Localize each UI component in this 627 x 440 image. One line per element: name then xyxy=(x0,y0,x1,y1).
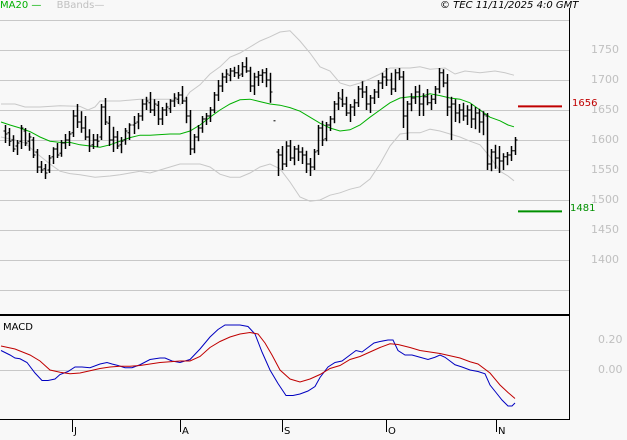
price-axis-label: 1450 xyxy=(591,223,619,236)
resistance-level-label: 1656 xyxy=(572,98,598,109)
bband-lower-line xyxy=(0,128,515,202)
ma20-line xyxy=(0,93,515,148)
price-axis-label: 1700 xyxy=(591,73,619,86)
month-axis-label: A xyxy=(182,426,189,437)
month-axis-label: N xyxy=(498,426,506,437)
signal-line xyxy=(0,331,516,399)
support-level-label: 1481 xyxy=(570,203,596,214)
bband-upper-line xyxy=(1,30,515,111)
copyright-timestamp: © TEC 11/11/2025 4:0 GMT xyxy=(440,0,579,11)
legend-ma20: MA20 — xyxy=(0,0,42,11)
macd-axis-label: 0.00 xyxy=(598,363,623,376)
price-axis-label: 1400 xyxy=(591,253,619,266)
legend-ma20-label: MA20 xyxy=(0,0,29,11)
price-axis-label: 1500 xyxy=(591,193,619,206)
month-axis-label: O xyxy=(388,426,396,437)
month-axis-label: S xyxy=(284,426,291,437)
price-axis-label: 1650 xyxy=(591,103,619,116)
legend-bbands: BBands— xyxy=(56,0,105,11)
price-axis-label: 1750 xyxy=(591,43,619,56)
price-axis-label: 1550 xyxy=(591,163,619,176)
legend: MA20 — BBands— xyxy=(0,0,104,12)
legend-bbands-label: BBands xyxy=(56,0,95,11)
macd-panel-title: MACD xyxy=(3,322,33,333)
macd-line xyxy=(0,324,516,407)
month-axis-label: J xyxy=(74,426,77,437)
price-axis-label: 1600 xyxy=(591,133,619,146)
macd-axis-label: 0.20 xyxy=(598,333,623,346)
